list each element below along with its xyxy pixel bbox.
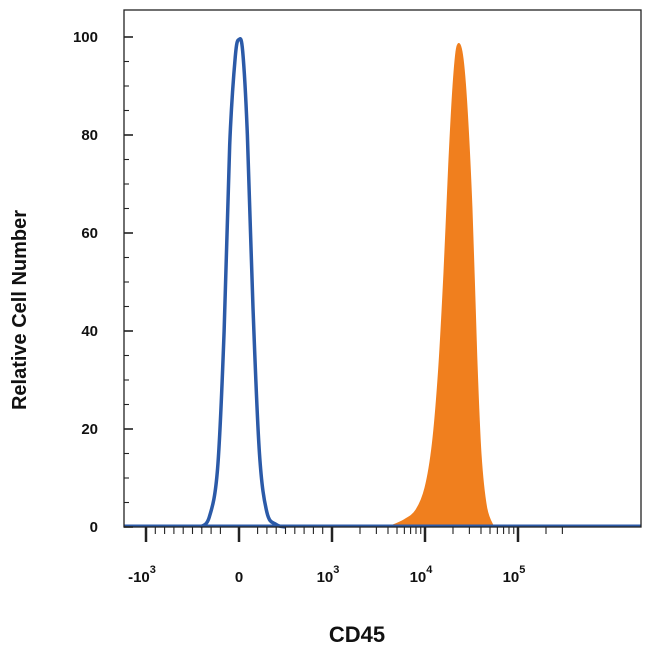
x-tick-label: 0 xyxy=(235,569,243,586)
y-tick-label: 100 xyxy=(73,29,98,46)
y-axis-title: Relative Cell Number xyxy=(9,210,31,410)
y-tick-label: 60 xyxy=(81,225,98,242)
y-tick-label: 20 xyxy=(81,421,98,438)
x-tick-label: 105 xyxy=(503,564,526,586)
outline-histogram-series xyxy=(198,37,286,529)
y-tick-label: 0 xyxy=(90,519,98,536)
x-tick-label: 104 xyxy=(410,564,434,586)
x-tick-label: -103 xyxy=(128,564,156,586)
plot-frame xyxy=(123,9,642,528)
y-tick-label: 80 xyxy=(81,127,98,144)
x-axis: -103 0 103 104 105 xyxy=(128,527,563,586)
y-axis: 0 20 40 60 80 100 xyxy=(73,29,133,536)
y-tick-label: 40 xyxy=(81,323,98,340)
x-tick-label: 103 xyxy=(317,564,340,586)
x-axis-title: CD45 xyxy=(329,622,385,647)
series-layer xyxy=(124,37,641,529)
filled-histogram-series xyxy=(387,42,495,528)
